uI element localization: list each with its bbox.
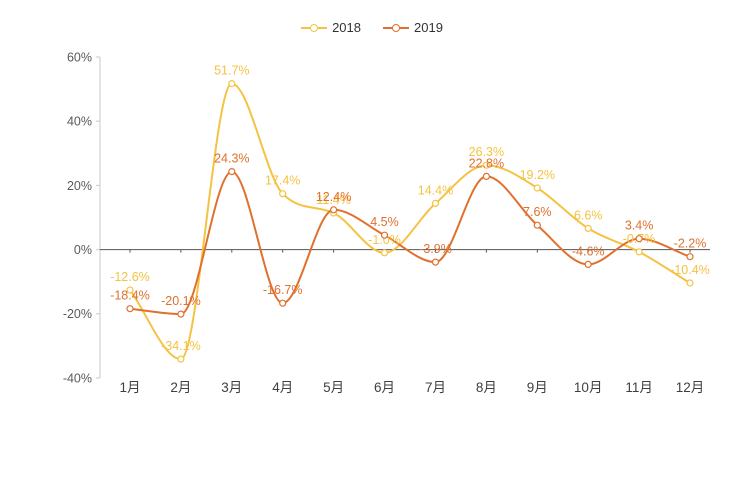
data-label-2019: -16.7% bbox=[263, 283, 303, 297]
x-category-label: 3月 bbox=[221, 380, 242, 395]
data-point-2019[interactable] bbox=[279, 299, 287, 307]
data-label-2019: 3.4% bbox=[625, 219, 654, 233]
y-tick-label: 20% bbox=[67, 179, 92, 193]
data-point-2019[interactable] bbox=[380, 231, 389, 239]
series-line-2019 bbox=[129, 170, 691, 316]
y-tick-label: 60% bbox=[67, 50, 92, 64]
data-label-2018: -1.0% bbox=[368, 233, 401, 247]
data-label-2018: -12.6% bbox=[110, 270, 150, 284]
data-label-2019: -4.6% bbox=[572, 244, 605, 258]
x-category-label: 11月 bbox=[625, 380, 653, 395]
data-label-2018: 26.3% bbox=[469, 145, 504, 159]
y-tick-label: 0% bbox=[74, 243, 92, 257]
legend-item-2019[interactable]: 2019 bbox=[383, 20, 443, 35]
x-category-label: 2月 bbox=[170, 380, 191, 395]
data-point-2019[interactable] bbox=[431, 258, 440, 266]
data-label-2019: -18.4% bbox=[110, 289, 150, 303]
legend-item-2018[interactable]: 2018 bbox=[301, 20, 361, 35]
data-label-2019: -3.9% bbox=[419, 242, 452, 256]
x-category-label: 4月 bbox=[272, 380, 293, 395]
data-label-2018: 11.4% bbox=[316, 193, 351, 207]
y-tick-label: 40% bbox=[67, 115, 92, 129]
data-point-2018[interactable] bbox=[584, 224, 592, 232]
data-point-2018[interactable] bbox=[228, 79, 236, 88]
data-label-2018: 14.4% bbox=[418, 183, 453, 197]
data-point-2018[interactable] bbox=[635, 248, 643, 256]
data-point-2018[interactable] bbox=[482, 161, 490, 169]
x-category-label: 12月 bbox=[676, 380, 705, 395]
data-label-2018: 17.4% bbox=[265, 174, 300, 188]
data-point-2019[interactable] bbox=[330, 206, 338, 214]
x-category-label: 10月 bbox=[574, 380, 603, 395]
data-label-2019: 22.8% bbox=[469, 156, 504, 170]
data-label-2019: -20.1% bbox=[161, 294, 201, 308]
data-point-2018[interactable] bbox=[279, 190, 287, 198]
y-tick-label: -20% bbox=[63, 307, 92, 321]
data-point-2019[interactable] bbox=[584, 260, 592, 268]
data-point-2019[interactable] bbox=[533, 221, 541, 229]
series-line-2018 bbox=[129, 82, 691, 361]
data-label-2018: 51.7% bbox=[214, 64, 249, 78]
x-category-label: 8月 bbox=[476, 380, 497, 395]
data-point-2019[interactable] bbox=[686, 253, 694, 261]
data-point-2019[interactable] bbox=[177, 310, 185, 318]
data-label-2019: 7.6% bbox=[523, 205, 552, 219]
x-category-label: 1月 bbox=[119, 380, 140, 395]
legend-marker-icon bbox=[301, 23, 328, 33]
data-point-2019[interactable] bbox=[635, 235, 643, 243]
data-point-2019[interactable] bbox=[482, 172, 490, 180]
data-label-2019: 24.3% bbox=[214, 152, 249, 166]
x-category-label: 6月 bbox=[374, 380, 395, 395]
data-label-2018: -34.1% bbox=[161, 339, 201, 353]
legend: 2018 2019 bbox=[0, 20, 744, 35]
data-point-2018[interactable] bbox=[686, 279, 694, 287]
data-point-2018[interactable] bbox=[431, 199, 440, 207]
data-point-2019[interactable] bbox=[228, 168, 236, 176]
x-category-label: 9月 bbox=[527, 380, 548, 395]
data-point-2018[interactable] bbox=[533, 184, 541, 192]
data-label-2019: 4.5% bbox=[370, 215, 399, 229]
x-category-label: 7月 bbox=[425, 380, 446, 395]
data-label-2019: 12.4% bbox=[316, 190, 351, 204]
data-label-2019: -2.2% bbox=[674, 237, 707, 251]
legend-marker-icon bbox=[383, 23, 409, 33]
data-label-2018: -10.4% bbox=[670, 263, 710, 277]
y-tick-label: -40% bbox=[63, 371, 92, 385]
data-label-2018: 19.2% bbox=[520, 168, 555, 182]
data-point-2018[interactable] bbox=[177, 355, 185, 363]
data-point-2018[interactable] bbox=[380, 249, 389, 257]
data-point-2019[interactable] bbox=[126, 305, 134, 313]
data-point-2018[interactable] bbox=[126, 286, 134, 294]
x-category-label: 5月 bbox=[323, 380, 344, 395]
legend-label: 2018 bbox=[332, 20, 361, 35]
legend-label: 2019 bbox=[414, 20, 443, 35]
data-label-2018: 6.6% bbox=[574, 208, 603, 222]
